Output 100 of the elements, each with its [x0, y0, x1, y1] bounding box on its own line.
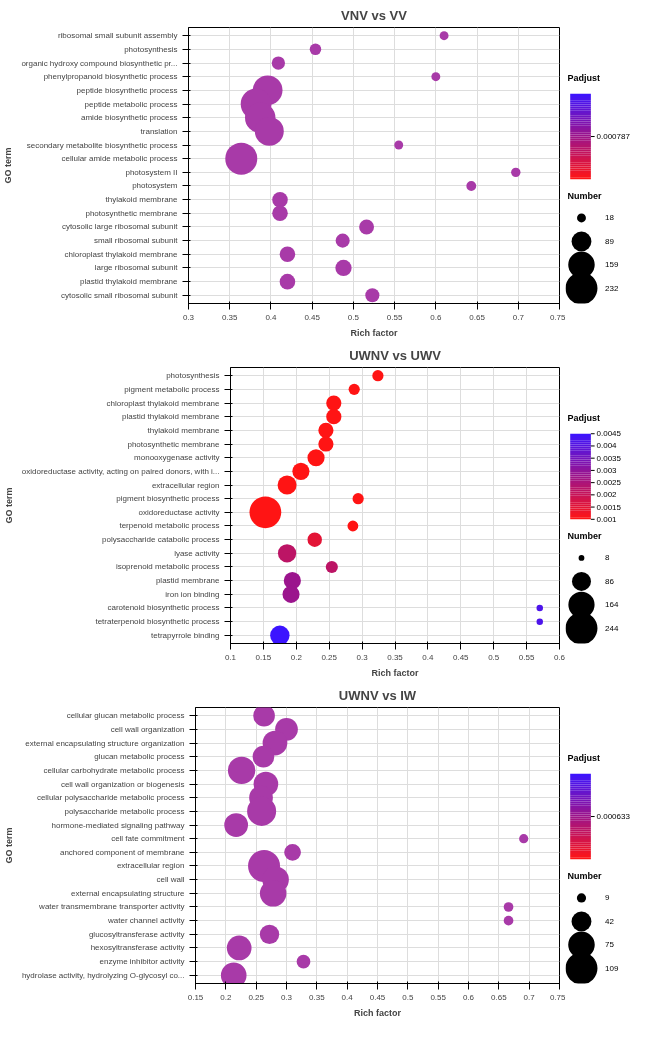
x-tick-label: 0.6 — [462, 992, 475, 1002]
chart-title: VNV vs VV — [341, 7, 408, 23]
y-tick-label: water channel activity — [107, 916, 185, 926]
y-tick-label: pigment metabolic process — [124, 384, 220, 394]
y-axis-title: GO term — [3, 487, 14, 524]
y-tick-label: oxidoreductase activity, acting on paired donors, with i... — [21, 466, 220, 476]
x-tick-label: 0.3 — [356, 652, 369, 662]
x-tick-label: 0.45 — [304, 312, 321, 322]
y-tick-label: organic hydroxy compound biosynthetic pr... — [21, 58, 178, 68]
legend-title: Number — [567, 531, 602, 542]
chart-title: UWNV vs UWV — [349, 347, 442, 363]
x-tick-label: 0.6 — [553, 652, 566, 662]
legend-label: 109 — [604, 963, 619, 973]
y-tick-label: polysaccharide metabolic process — [64, 806, 185, 816]
y-tick-label: photosystem II — [125, 167, 178, 177]
x-tick-label: 0.6 — [430, 312, 442, 322]
x-tick-label: 0.4 — [422, 652, 435, 662]
x-axis-title: Rich factor — [350, 327, 398, 338]
y-tick-label: monooxygenase activity — [134, 453, 220, 463]
chart-title: UWNV vs IW — [338, 687, 417, 703]
legend-label: 8 — [604, 553, 610, 563]
y-tick-label: photosynthetic membrane — [127, 439, 221, 449]
legend-title: Number — [567, 871, 602, 882]
color-bar-label: 0.0025 — [596, 478, 622, 488]
y-tick-label: external encapsulating structure — [71, 888, 186, 898]
y-tick-label: cell fate commitment — [111, 834, 186, 844]
x-tick-label: 0.3 — [280, 992, 293, 1002]
x-tick-label: 0.25 — [321, 652, 338, 662]
y-tick-label: ribosomal small subunit assembly — [57, 31, 178, 41]
color-bar-label: 0.001 — [596, 514, 618, 524]
color-bar-title: Padjust — [567, 752, 600, 763]
y-tick-label: peptide metabolic process — [84, 99, 178, 109]
y-tick-label: water transmembrane transporter activity — [38, 902, 185, 912]
x-tick-label: 0.35 — [221, 312, 239, 322]
y-axis-title: GO term — [3, 147, 14, 184]
x-axis-title: Rich factor — [371, 667, 419, 678]
x-tick-label: 0.15 — [187, 992, 204, 1002]
legend-label: 159 — [604, 260, 619, 270]
y-axis-title: GO term — [3, 827, 14, 864]
y-tick-label: hormone-mediated signaling pathway — [51, 820, 185, 830]
y-tick-label: glucan metabolic process — [94, 752, 185, 762]
x-tick-label: 0.4 — [265, 312, 278, 322]
x-tick-label: 0.5 — [347, 312, 360, 322]
color-bar-label: 0.0045 — [596, 429, 622, 439]
x-tick-label: 0.5 — [402, 992, 414, 1002]
y-tick-label: photosynthetic membrane — [85, 208, 179, 218]
y-tick-label: anchored component of membrane — [59, 847, 186, 857]
y-tick-label: glucosyltransferase activity — [88, 929, 185, 939]
legend-label: 42 — [604, 916, 615, 926]
y-tick-label: photosynthesis — [124, 44, 178, 54]
y-tick-label: large ribosomal subunit — [94, 263, 179, 273]
y-tick-label: plastid thylakoid membrane — [80, 277, 179, 287]
y-tick-label: cell wall — [156, 875, 185, 885]
legend-label: 75 — [604, 940, 615, 950]
y-tick-label: photosystem — [132, 181, 178, 191]
color-bar-label: 0.004 — [596, 441, 618, 451]
legend-label: 18 — [604, 213, 615, 223]
color-bar-label: 0.003 — [596, 465, 618, 475]
y-tick-label: pigment biosynthetic process — [116, 494, 220, 504]
y-tick-label: terpenoid metabolic process — [119, 521, 220, 531]
x-tick-label: 0.65 — [469, 312, 486, 322]
x-tick-label: 0.75 — [549, 312, 567, 322]
color-bar-label: 0.0015 — [596, 502, 622, 512]
x-tick-label: 0.1 — [224, 652, 237, 662]
y-tick-label: chloroplast thylakoid membrane — [64, 249, 179, 259]
x-tick-label: 0.5 — [488, 652, 500, 662]
x-tick-label: 0.55 — [386, 312, 403, 322]
legend-title: Number — [567, 191, 602, 202]
legend-label: 89 — [604, 236, 615, 246]
text: 0.000633 — [596, 812, 631, 822]
y-tick-label: cellular carbohydrate metabolic process — [43, 765, 185, 775]
y-tick-label: tetraterpenoid biosynthetic process — [95, 617, 220, 627]
y-tick-label: peptide biosynthetic process — [76, 85, 178, 95]
y-tick-label: translation — [140, 126, 178, 136]
y-tick-label: carotenoid biosynthetic process — [107, 603, 220, 613]
color-bar-label: 0.0035 — [596, 453, 622, 463]
x-tick-label: 0.75 — [549, 992, 567, 1002]
y-tick-label: phenylpropanoid biosynthetic process — [43, 72, 178, 82]
y-tick-label: oxidoreductase activity — [138, 507, 220, 517]
y-tick-label: cellular polysaccharide metabolic process — [36, 793, 185, 803]
x-tick-label: 0.25 — [248, 992, 265, 1002]
y-tick-label: tetrapyrrole binding — [151, 630, 220, 640]
y-tick-label: photosynthesis — [166, 371, 220, 381]
y-tick-label: amide biosynthetic process — [81, 113, 178, 123]
y-tick-label: isoprenoid metabolic process — [115, 562, 220, 572]
x-tick-label: 0.55 — [430, 992, 447, 1002]
x-tick-label: 0.15 — [255, 652, 272, 662]
y-tick-label: extracellular region — [116, 861, 185, 871]
y-tick-label: extracellular region — [151, 480, 220, 490]
y-tick-label: plastid membrane — [155, 576, 221, 586]
legend-label: 164 — [604, 600, 619, 610]
legend-label: 9 — [604, 893, 610, 903]
y-tick-label: iron ion binding — [165, 589, 220, 599]
y-tick-label: plastid thylakoid membrane — [122, 412, 221, 422]
y-tick-label: hydrolase activity, hydrolyzing O-glycosyl co... — [21, 970, 185, 980]
y-tick-label: lyase activity — [174, 548, 220, 558]
y-tick-label: thylakoid membrane — [105, 195, 179, 205]
y-tick-label: cell wall organization or biogenesis — [60, 779, 185, 789]
x-axis-title: Rich factor — [354, 1007, 402, 1018]
x-tick-label: 0.2 — [290, 652, 303, 662]
